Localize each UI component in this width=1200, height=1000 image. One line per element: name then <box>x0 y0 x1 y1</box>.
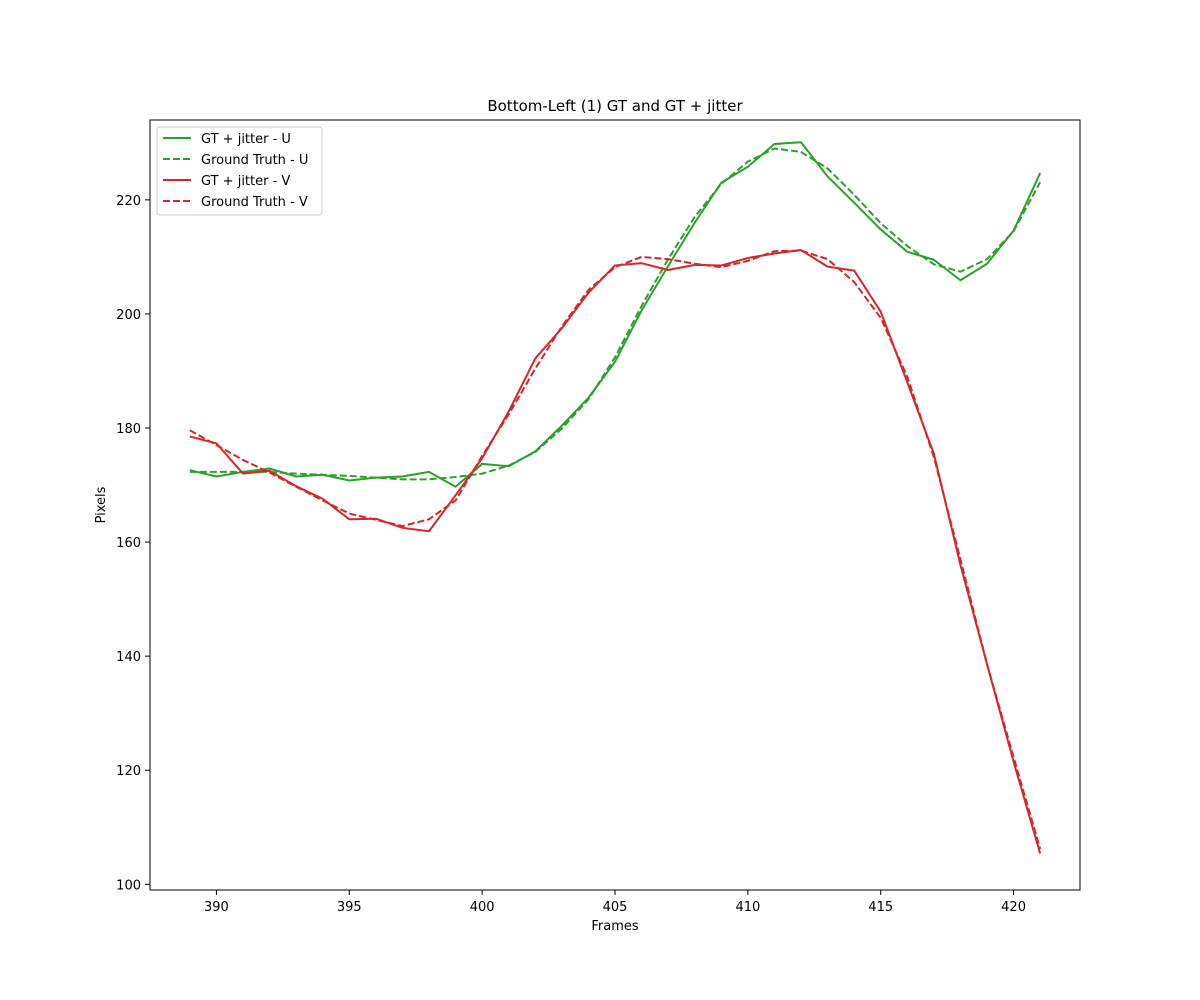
x-tick-label: 400 <box>470 900 495 915</box>
x-tick-label: 405 <box>603 900 628 915</box>
x-tick-label: 410 <box>735 900 760 915</box>
series-line-gt-jitter-v <box>190 250 1040 853</box>
legend-entry-label: Ground Truth - V <box>201 195 308 210</box>
y-axis: 100 120 140 160 180 200 220 <box>116 194 150 893</box>
x-tick-label: 420 <box>1001 900 1026 915</box>
y-axis-label: Pixels <box>94 486 109 523</box>
x-tick-label: 390 <box>204 900 229 915</box>
x-axis-label: Frames <box>591 919 639 934</box>
legend-entry-label: GT + jitter - U <box>201 132 291 147</box>
plot-area <box>190 142 1040 853</box>
series-line-ground-truth-v <box>190 251 1040 849</box>
legend: GT + jitter - U Ground Truth - U GT + jitt… <box>157 127 322 215</box>
chart-title: Bottom-Left (1) GT and GT + jitter <box>487 97 743 115</box>
plot-frame <box>150 120 1080 890</box>
x-axis: 390 395 400 405 410 415 420 <box>204 890 1026 915</box>
legend-entry-label: Ground Truth - U <box>201 153 308 168</box>
y-tick-label: 140 <box>116 650 141 665</box>
x-tick-label: 415 <box>868 900 893 915</box>
y-tick-label: 100 <box>116 878 141 893</box>
y-tick-label: 160 <box>116 536 141 551</box>
x-tick-label: 395 <box>337 900 362 915</box>
y-tick-label: 200 <box>116 308 141 323</box>
legend-entry-label: GT + jitter - V <box>201 174 290 189</box>
y-tick-label: 220 <box>116 194 141 209</box>
y-tick-label: 120 <box>116 764 141 779</box>
y-tick-label: 180 <box>116 422 141 437</box>
